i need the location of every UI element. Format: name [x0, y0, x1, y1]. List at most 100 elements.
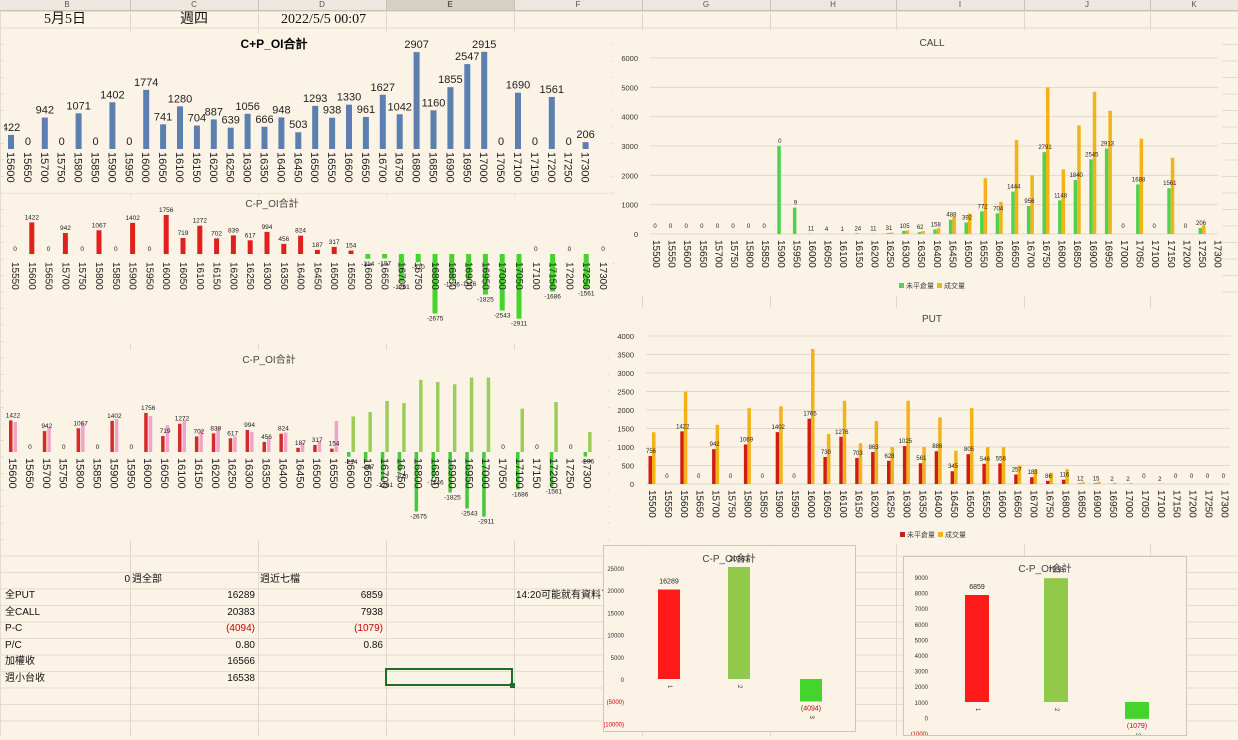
summary-all-pc-ratio[interactable]: 0.80: [130, 639, 255, 653]
call-oi-bar: [1199, 228, 1203, 234]
diff1-x-tick: 16650: [379, 262, 390, 290]
column-header-g[interactable]: G: [642, 0, 770, 10]
summary-marker[interactable]: 0: [100, 573, 130, 587]
summary-note[interactable]: 14:20可能就有資料了: [516, 589, 611, 603]
summary-label-taiex[interactable]: 加權收: [5, 655, 35, 669]
call-data-label: 158: [931, 222, 942, 228]
summary-near-put[interactable]: 6859: [258, 589, 383, 603]
sum-x-tick: 16100: [173, 152, 185, 183]
diff2-bar: [212, 433, 216, 452]
diff1-data-label: 0: [80, 246, 84, 253]
diff1-data-label: 456: [278, 236, 289, 243]
diff1-data-label: -2911: [511, 321, 528, 328]
diff2-x-tick: 16350: [260, 458, 272, 489]
summary-label-call[interactable]: 全CALL: [5, 606, 40, 620]
summary-label-put[interactable]: 全PUT: [5, 589, 35, 603]
column-header-k[interactable]: K: [1150, 0, 1238, 10]
call-oi-bar: [1136, 184, 1140, 234]
diff2-secondary-bar: [47, 428, 51, 452]
summary-all-pc[interactable]: (4094): [130, 622, 255, 636]
summary-label-pc-ratio[interactable]: P/C: [5, 639, 22, 653]
summary-header-near[interactable]: 週近七檔: [260, 573, 300, 587]
call-y-tick: 0: [634, 230, 638, 239]
put-data-label: 1765: [803, 412, 817, 418]
column-header-f[interactable]: F: [514, 0, 642, 10]
sum-data-label: 0: [566, 136, 572, 148]
summary-all-taiex[interactable]: 16566: [130, 655, 255, 669]
weekday-cell[interactable]: 週四: [180, 11, 208, 28]
sum-bar: [177, 106, 183, 149]
column-header-b[interactable]: B: [4, 0, 130, 10]
call-data-label: 4: [825, 227, 829, 233]
put-vol-bar: [747, 408, 751, 484]
diff2-bar: [330, 449, 334, 452]
diff2-x-tick: 16550: [327, 458, 339, 489]
diff2-secondary-bar: [233, 436, 237, 452]
sum-x-tick: 16600: [342, 152, 354, 183]
column-header-d[interactable]: D: [258, 0, 386, 10]
date-cell[interactable]: 5月5日: [44, 11, 86, 28]
call-x-tick: 17250: [1196, 240, 1207, 268]
put-oi-bar: [871, 452, 875, 484]
diff2-bar: [43, 431, 47, 452]
put-data-label: 0: [792, 474, 796, 480]
column-header-h[interactable]: H: [770, 0, 896, 10]
diff2-data-label: 1756: [141, 405, 156, 412]
summary-near-pc[interactable]: (1079): [258, 622, 383, 636]
call-legend-oi-swatch: [899, 283, 904, 288]
column-header-e[interactable]: E: [386, 0, 514, 10]
diff2-bar: [110, 421, 114, 452]
diff1-data-label: 0: [601, 246, 605, 253]
put-x-tick: 17100: [1155, 490, 1166, 518]
summary-all-call[interactable]: 20383: [130, 606, 255, 620]
sum-data-label: 1330: [337, 92, 361, 104]
sum-x-tick: 15700: [38, 152, 50, 183]
sum-data-label: 0: [92, 136, 98, 148]
put-data-label: 345: [948, 464, 959, 470]
put-oi-bar: [919, 463, 923, 484]
summary-label-mtx[interactable]: 週小台收: [5, 672, 45, 686]
diff2-bar: [246, 430, 250, 452]
diff1-data-label: 1067: [92, 222, 107, 229]
diff1-x-tick: 17000: [496, 262, 507, 290]
sum-bar: [278, 117, 284, 149]
put-data-label: 942: [710, 442, 721, 448]
sum-bar: [228, 128, 234, 149]
summary-all-put[interactable]: 16289: [130, 589, 255, 603]
summary-data-label: 20383: [729, 556, 749, 563]
column-header-i[interactable]: I: [896, 0, 1024, 10]
put-vol-bar: [891, 447, 895, 484]
chart-call-title: CALL: [919, 38, 944, 49]
summary-near-pc-ratio[interactable]: 0.86: [258, 639, 383, 653]
summary-near-call[interactable]: 7938: [258, 606, 383, 620]
put-vol-bar: [922, 447, 926, 484]
put-x-tick: 17000: [1123, 490, 1134, 518]
datetime-cell[interactable]: 2022/5/5 00:07: [281, 11, 366, 28]
summary-y-tick: 25000: [607, 567, 624, 573]
summary-label-pc[interactable]: P-C: [5, 622, 22, 636]
summary-header-all[interactable]: 週全部: [132, 573, 162, 587]
put-y-tick: 3000: [617, 369, 634, 378]
diff1-x-tick: 16750: [412, 262, 423, 290]
diff2-x-tick: 16900: [445, 458, 457, 489]
call-data-label: 31: [886, 226, 893, 232]
diff1-data-label: 702: [211, 230, 222, 237]
call-vol-bar: [890, 233, 894, 234]
column-header-j[interactable]: J: [1024, 0, 1150, 10]
summary-all-mtx[interactable]: 16538: [130, 672, 255, 686]
diff1-x-tick: 16400: [295, 262, 306, 290]
diff1-x-tick: 16450: [311, 262, 322, 290]
diff1-data-label: -2675: [427, 315, 444, 322]
summary-y-tick: (5000): [607, 700, 624, 706]
column-header-c[interactable]: C: [130, 0, 258, 10]
diff2-x-tick: 16250: [226, 458, 238, 489]
put-x-tick: 16400: [932, 490, 943, 518]
selected-cell[interactable]: [385, 668, 513, 686]
